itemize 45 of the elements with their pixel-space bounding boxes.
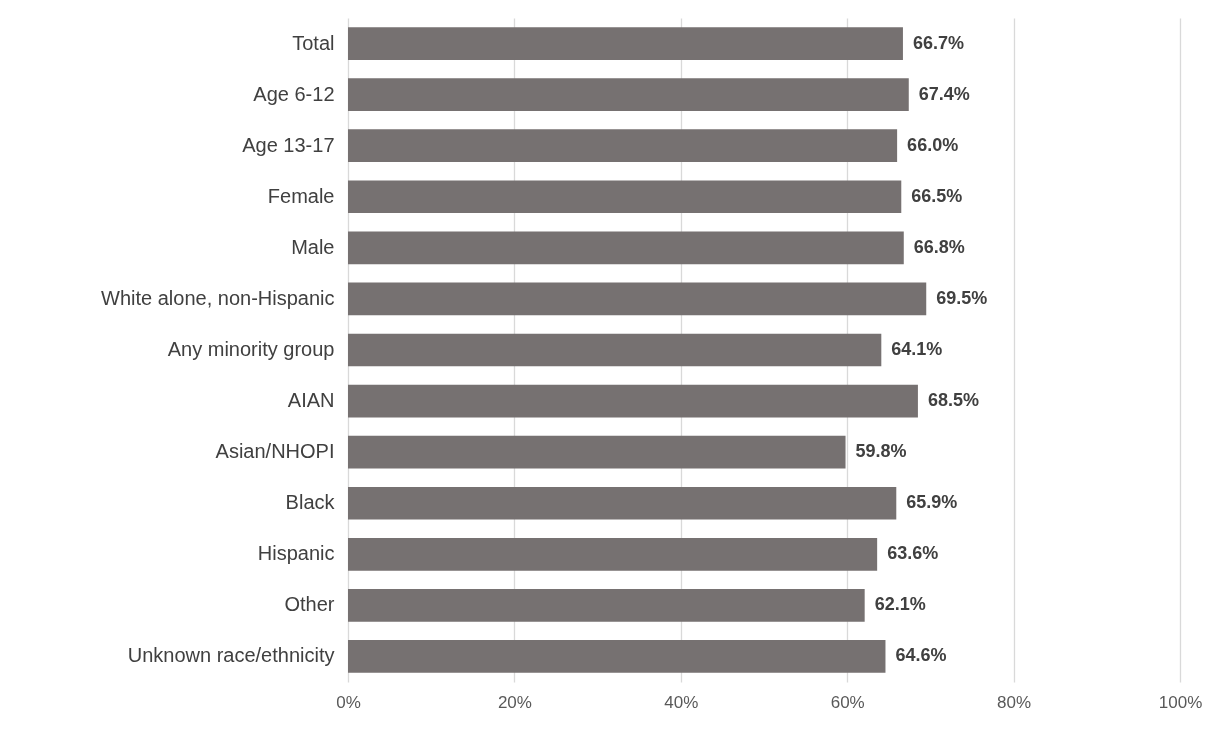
bar <box>348 333 882 367</box>
y-tick-label: AIAN <box>287 389 335 412</box>
bar <box>348 537 878 571</box>
bar <box>348 78 909 111</box>
bar <box>348 384 918 418</box>
data-label: 64.1% <box>891 339 943 359</box>
y-tick-label: Black <box>285 491 336 514</box>
x-tick-label: 20% <box>497 692 532 712</box>
y-tick-label: White alone, non-Hispanic <box>101 286 335 309</box>
y-tick-label: Female <box>267 184 335 207</box>
x-tick-label: 100% <box>1158 692 1203 712</box>
bar <box>348 486 897 520</box>
data-label: 66.5% <box>911 185 963 206</box>
bar <box>348 282 927 316</box>
bar <box>348 435 846 469</box>
data-label: 63.6% <box>887 543 939 564</box>
y-tick-label: Total <box>292 31 335 54</box>
y-tick-label: Hispanic <box>257 542 335 565</box>
data-label: 67.4% <box>918 83 970 104</box>
y-tick-label: Asian/NHOPI <box>215 440 335 463</box>
data-label: 62.1% <box>874 594 926 615</box>
bar <box>348 231 904 265</box>
y-tick-label: Any minority group <box>167 338 335 360</box>
bar <box>348 27 903 60</box>
bar <box>348 640 886 673</box>
bar <box>348 180 902 214</box>
bar <box>348 589 865 622</box>
y-tick-label: Male <box>291 235 335 258</box>
bar <box>348 129 898 163</box>
y-tick-label: Age 6-12 <box>253 82 335 105</box>
x-tick-label: 60% <box>830 692 865 712</box>
data-label: 66.7% <box>912 32 964 53</box>
y-tick-label: Age 13-17 <box>242 133 335 156</box>
data-label: 66.8% <box>913 236 965 257</box>
data-label: 64.6% <box>895 645 947 666</box>
x-tick-label: 0% <box>336 692 361 712</box>
data-label: 65.9% <box>906 492 958 513</box>
data-label: 68.5% <box>927 390 979 411</box>
x-tick-label: 40% <box>664 692 699 712</box>
x-tick-label: 80% <box>997 692 1032 712</box>
y-tick-label: Other <box>284 593 335 616</box>
data-label: 66.0% <box>907 134 959 155</box>
y-tick-label: Unknown race/ethnicity <box>127 644 335 667</box>
data-label: 59.8% <box>855 441 907 462</box>
data-label: 69.5% <box>936 287 988 308</box>
